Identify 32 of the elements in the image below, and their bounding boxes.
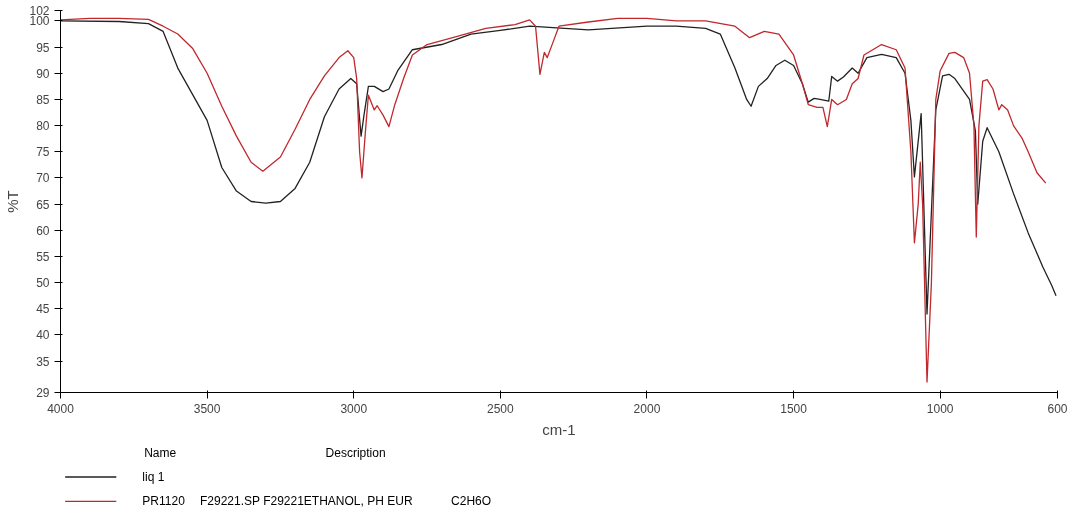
y-tick-label: 70 <box>36 171 50 186</box>
y-tick-label: 29 <box>36 386 50 400</box>
y-tick-label: 45 <box>36 302 50 317</box>
line-series <box>60 20 1057 315</box>
legend-label: liq 1 <box>142 470 165 484</box>
y-tick-label: 80 <box>36 119 50 134</box>
y-tick-label: 50 <box>36 276 50 291</box>
x-tick-label: 600 <box>1047 401 1068 416</box>
x-tick-label: 1000 <box>926 401 954 416</box>
text: F29221.SP F29221ETHANOL, PH EUR <box>200 494 413 509</box>
y-tick-label: 90 <box>36 66 50 81</box>
y-tick-label: 60 <box>36 223 50 238</box>
y-tick-label: 75 <box>36 145 50 160</box>
x-tick-label: 3000 <box>340 401 368 416</box>
text: C2H6O <box>451 494 492 509</box>
y-tick-label: 35 <box>36 354 50 369</box>
text: Description <box>325 445 386 460</box>
line-series <box>60 17 1047 383</box>
y-tick-label: 40 <box>36 328 50 343</box>
x-tick-label: 4000 <box>47 401 75 416</box>
x-tick-label: 1500 <box>780 401 808 416</box>
legend-title: Name <box>144 445 177 460</box>
y-tick-label: 65 <box>36 197 50 212</box>
x-axis-title: cm-1 <box>542 420 576 438</box>
x-tick-label: 3500 <box>193 401 221 416</box>
y-tick-label: 85 <box>36 92 50 107</box>
y-tick-label: 95 <box>36 40 50 55</box>
x-tick-label: 2500 <box>487 401 515 416</box>
legend-label: PR1120 <box>142 494 186 509</box>
x-tick-label: 2000 <box>633 401 661 416</box>
y-tick-label: 55 <box>36 249 50 264</box>
y-axis-title: %T <box>4 190 22 213</box>
